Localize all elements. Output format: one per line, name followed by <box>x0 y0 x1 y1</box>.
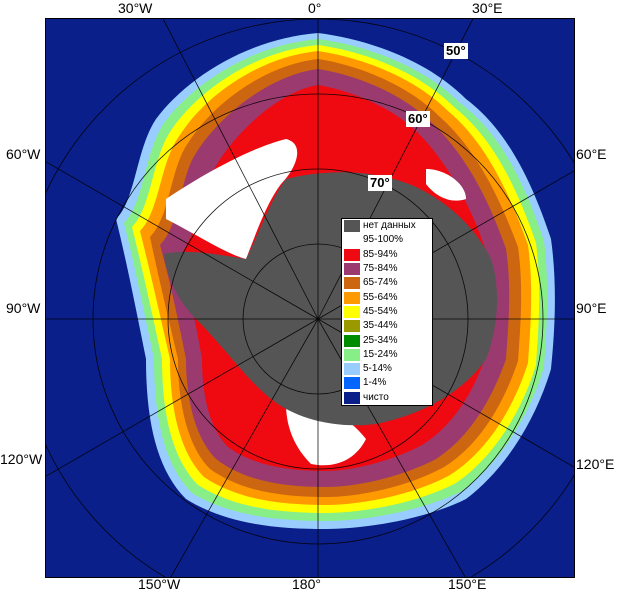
legend-swatch <box>344 277 360 290</box>
legend-item: 55-64% <box>342 290 432 304</box>
legend-label: 55-64% <box>363 291 398 303</box>
lon-label-30e: 30°E <box>472 0 503 16</box>
legend-item: 65-74% <box>342 276 432 290</box>
legend-swatch <box>344 234 360 247</box>
legend-label: 45-54% <box>363 305 398 317</box>
legend-swatch <box>344 363 360 376</box>
legend-item: 5-14% <box>342 362 432 376</box>
legend-label: 85-94% <box>363 248 398 260</box>
lon-label-150w: 150°W <box>138 576 181 592</box>
lat-label-70: 70° <box>368 175 392 191</box>
legend-label: 5-14% <box>363 363 392 375</box>
legend-label: 35-44% <box>363 320 398 332</box>
legend-item: 25-34% <box>342 333 432 347</box>
lat-label-50: 50° <box>444 43 468 59</box>
ice-zone-95-100-east <box>426 169 466 201</box>
lon-label-120e: 120°E <box>576 456 615 472</box>
ice-zone-95-100-ross <box>286 403 366 466</box>
lon-label-120w: 120°W <box>0 451 43 467</box>
meridian-150w <box>170 318 319 577</box>
legend-label: 1-4% <box>363 377 387 389</box>
legend-item: 35-44% <box>342 319 432 333</box>
legend-swatch <box>344 320 360 333</box>
legend-item: 1-4% <box>342 376 432 390</box>
lon-label-30w: 30°W <box>118 0 153 16</box>
meridian-60w <box>46 161 319 320</box>
legend-label: 95-100% <box>363 234 404 246</box>
legend-swatch <box>344 291 360 304</box>
lat-label-60: 60° <box>406 111 430 127</box>
legend-label: 75-84% <box>363 263 398 275</box>
lon-label-0: 0° <box>308 0 322 16</box>
legend-item: 15-24% <box>342 348 432 362</box>
legend-item: 75-84% <box>342 262 432 276</box>
legend-item: нет данных <box>342 219 432 233</box>
legend-swatch <box>344 377 360 390</box>
legend-swatch <box>344 391 360 404</box>
legend-swatch <box>344 334 360 347</box>
legend-label: 25-34% <box>363 334 398 346</box>
lon-label-60w: 60°W <box>6 146 41 162</box>
meridian-120w <box>46 318 319 477</box>
legend-label: 15-24% <box>363 348 398 360</box>
legend-label: нет данных <box>363 220 416 232</box>
legend-item: 85-94% <box>342 248 432 262</box>
lon-label-60e: 60°E <box>576 146 607 162</box>
legend-swatch <box>344 263 360 276</box>
legend-item: 45-54% <box>342 305 432 319</box>
legend-swatch <box>344 348 360 361</box>
meridian-30w <box>162 19 319 320</box>
sea-ice-map <box>46 19 574 577</box>
legend-label: 65-74% <box>363 277 398 289</box>
legend-swatch <box>344 248 360 261</box>
legend-item: 95-100% <box>342 233 432 247</box>
legend-swatch <box>344 305 360 318</box>
lon-label-150e: 150°E <box>448 576 487 592</box>
legend-swatch <box>344 220 360 233</box>
lon-label-90e: 90°E <box>576 300 607 316</box>
lon-label-90w: 90°W <box>6 300 41 316</box>
legend-item: чисто <box>342 391 432 405</box>
lon-label-180: 180° <box>292 576 321 592</box>
legend: нет данных 95-100% 85-94% 75-84% 65-74% 55-64… <box>341 218 433 406</box>
map-frame: 50° 60° 70° нет данных 95-100% 85-94% 75-84… <box>45 18 575 578</box>
ice-zone-95-100-weddell <box>166 139 298 259</box>
legend-label: чисто <box>363 391 389 403</box>
